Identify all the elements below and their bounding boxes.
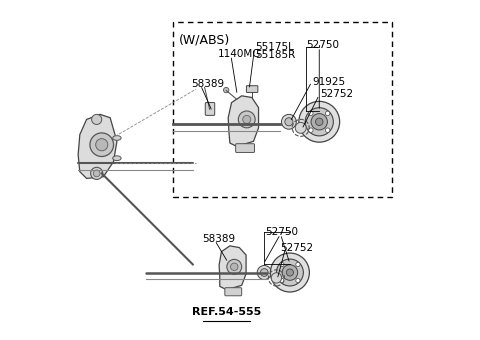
Circle shape	[305, 108, 333, 136]
Circle shape	[96, 139, 108, 151]
Circle shape	[296, 262, 300, 267]
Text: 58389: 58389	[202, 234, 235, 244]
Text: 52752: 52752	[320, 89, 353, 99]
Circle shape	[311, 114, 327, 130]
Circle shape	[92, 114, 102, 124]
Circle shape	[325, 111, 330, 116]
Circle shape	[276, 259, 303, 286]
Circle shape	[261, 269, 268, 276]
FancyBboxPatch shape	[225, 288, 242, 296]
Circle shape	[309, 128, 313, 132]
Ellipse shape	[113, 136, 121, 140]
Circle shape	[280, 278, 284, 283]
Circle shape	[296, 278, 300, 283]
Circle shape	[299, 101, 340, 142]
Circle shape	[270, 253, 310, 292]
Circle shape	[309, 111, 313, 116]
Polygon shape	[228, 96, 259, 147]
Text: 91925: 91925	[312, 77, 346, 87]
Circle shape	[280, 262, 284, 267]
Text: 1140MG: 1140MG	[218, 49, 262, 59]
Text: (W/ABS): (W/ABS)	[180, 33, 230, 47]
Circle shape	[285, 118, 293, 126]
Circle shape	[281, 114, 296, 129]
Polygon shape	[219, 246, 246, 290]
Circle shape	[230, 263, 238, 271]
Polygon shape	[78, 114, 117, 178]
FancyBboxPatch shape	[236, 144, 254, 152]
Text: REF.54-555: REF.54-555	[192, 307, 261, 317]
Circle shape	[91, 167, 103, 180]
Text: 52750: 52750	[265, 227, 298, 237]
Circle shape	[90, 133, 114, 156]
Text: 52750: 52750	[306, 40, 339, 50]
Circle shape	[257, 266, 271, 279]
Text: 52752: 52752	[280, 242, 313, 253]
Circle shape	[315, 118, 323, 125]
FancyBboxPatch shape	[246, 86, 258, 92]
FancyBboxPatch shape	[205, 103, 215, 115]
Circle shape	[224, 87, 229, 93]
Text: 58389: 58389	[191, 79, 224, 89]
Circle shape	[271, 273, 282, 283]
Ellipse shape	[113, 156, 121, 160]
Circle shape	[282, 265, 298, 280]
Text: 55185R: 55185R	[255, 50, 295, 60]
Text: 55175L: 55175L	[255, 42, 294, 52]
Circle shape	[295, 122, 306, 133]
Circle shape	[287, 269, 293, 276]
Circle shape	[227, 259, 242, 274]
Circle shape	[93, 170, 100, 177]
Circle shape	[243, 115, 251, 123]
Circle shape	[325, 128, 330, 132]
Circle shape	[238, 111, 255, 128]
